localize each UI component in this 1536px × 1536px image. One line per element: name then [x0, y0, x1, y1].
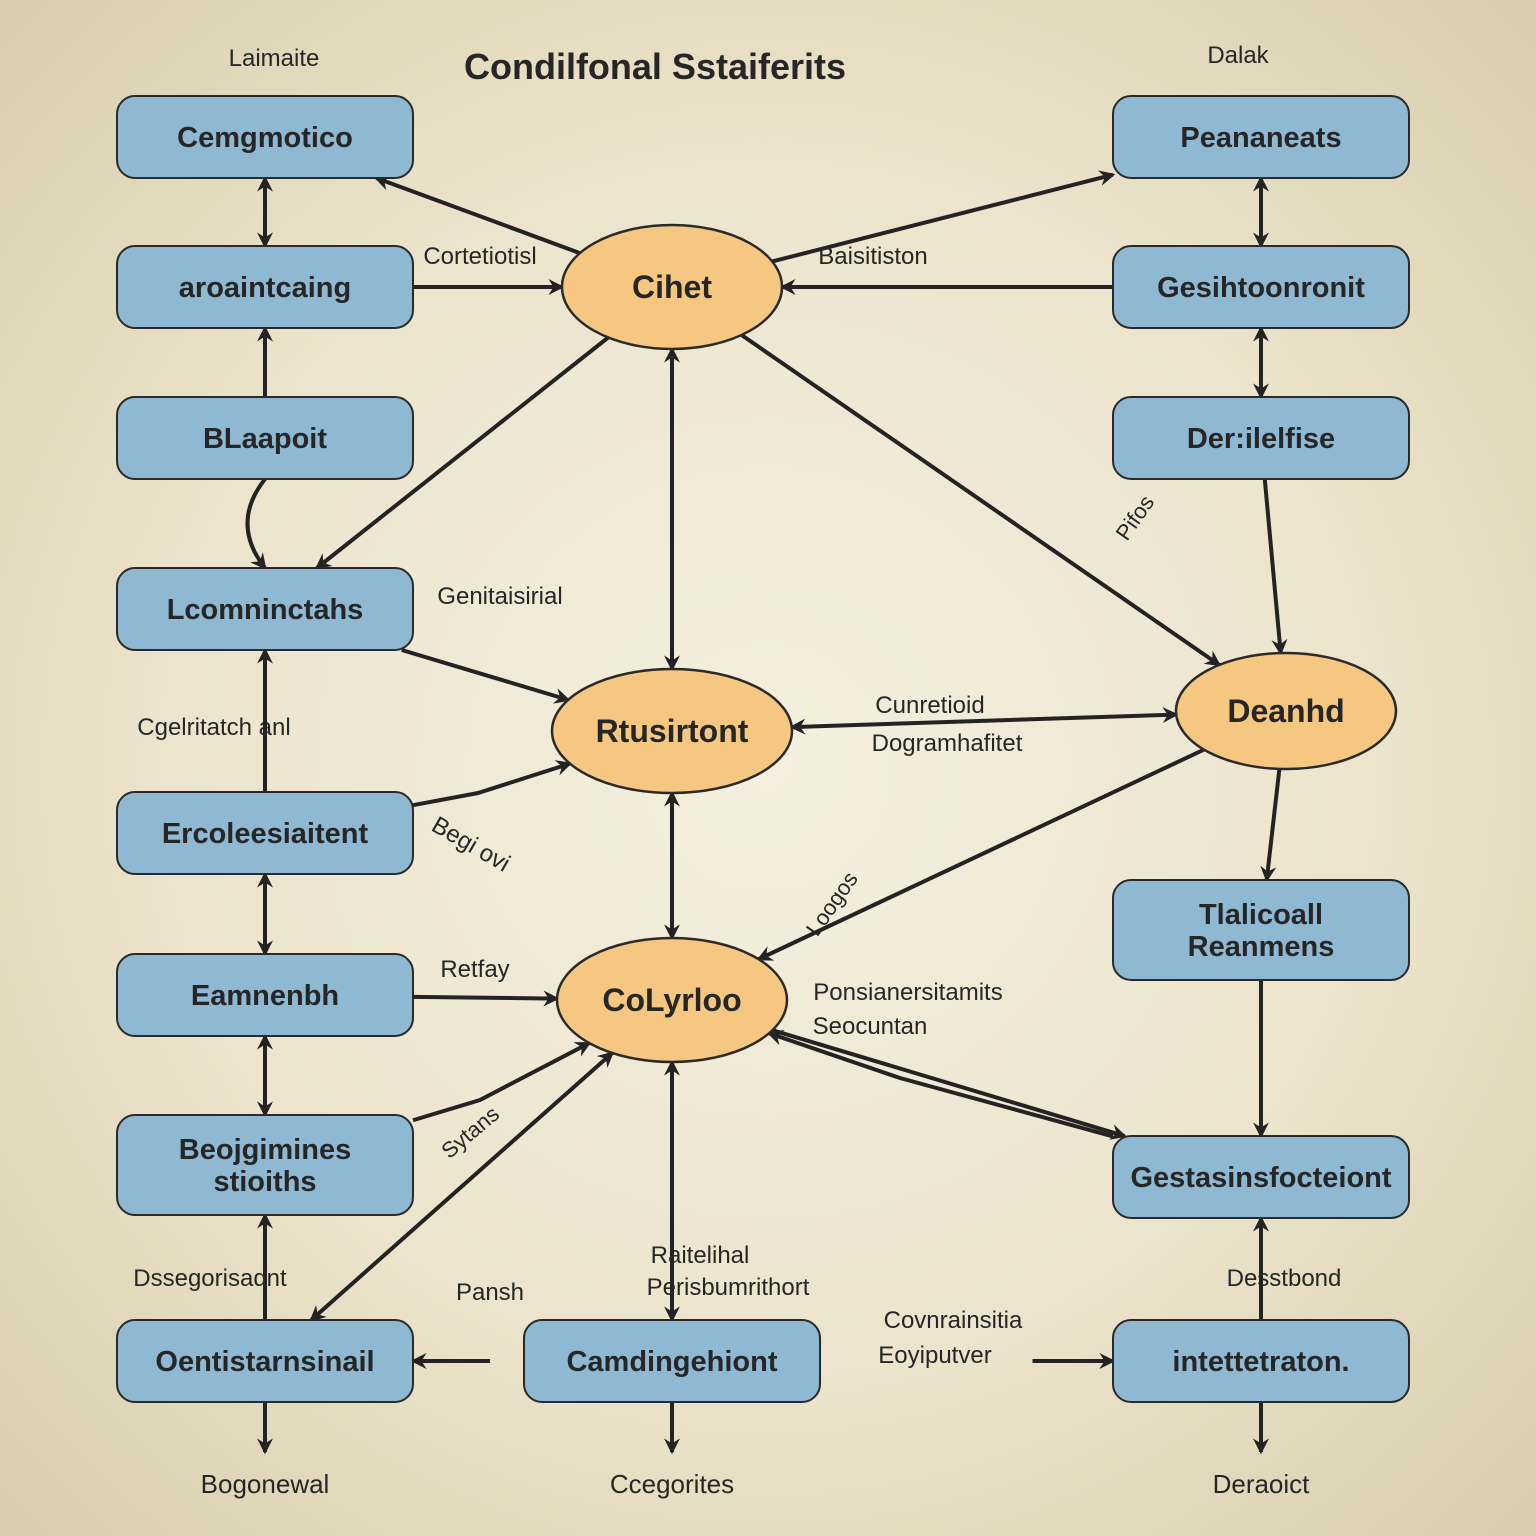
edge-label: Baisitiston: [818, 243, 927, 270]
rect-node-label: Tlalicoall: [1199, 899, 1323, 931]
edge: [1265, 479, 1281, 653]
edge: [1267, 769, 1280, 880]
rect-node: Der:ilelfise: [1113, 397, 1409, 479]
edge: [248, 479, 266, 568]
rect-node: intettetraton.: [1113, 1320, 1409, 1402]
ellipse-node-label: Cihet: [632, 269, 712, 305]
edge-label: Pifos: [1111, 490, 1160, 544]
rect-node: Peananeats: [1113, 96, 1409, 178]
rect-node: Ercoleesiaitent: [117, 792, 413, 874]
rect-node: Oentistarnsinail: [117, 1320, 413, 1402]
ellipse-node: CoLyrloo: [557, 938, 787, 1062]
bottom-label: Bogonewal: [201, 1469, 330, 1499]
rect-node-label: Cemgmotico: [177, 122, 353, 154]
edge: [402, 650, 568, 700]
rect-node-label: Eamnenbh: [191, 980, 339, 1012]
rect-node-label: Beojgimines: [179, 1134, 351, 1166]
rect-node: aroaintcaing: [117, 246, 413, 328]
rect-node: Beojgiminesstioiths: [117, 1115, 413, 1215]
diagram-canvas: Condilfonal Sstaiferits Laimaite Dalak Cemg…: [0, 0, 1536, 1536]
edge-label: Covnrainsitia: [884, 1307, 1023, 1334]
edge: [769, 1033, 1113, 1136]
edge-label: Loogos: [801, 867, 863, 940]
rect-node-label: Gestasinsfocteiont: [1130, 1162, 1391, 1194]
rect-node: Lcomninctahs: [117, 568, 413, 650]
ellipse-node: Rtusirtont: [552, 669, 792, 793]
rect-node: TlalicoallReanmens: [1113, 880, 1409, 980]
edge-label: Dssegorisadnt: [133, 1265, 287, 1292]
ellipse-node: Cihet: [562, 225, 782, 349]
bottom-label: Ccegorites: [610, 1469, 734, 1499]
rect-node-label: Peananeats: [1180, 122, 1341, 154]
edge-label: Ponsianersitamits: [813, 979, 1002, 1006]
edge: [376, 178, 580, 253]
edge-label: Begi ovi: [427, 811, 514, 877]
rect-node-label: BLaapoit: [203, 423, 327, 455]
rect-node: Camdingehiont: [524, 1320, 820, 1402]
edge-label: Dogramhafitet: [872, 730, 1023, 757]
column-header: Laimaite: [229, 45, 320, 72]
edge: [413, 1043, 589, 1120]
rect-node-label: Camdingehiont: [566, 1346, 777, 1378]
rect-node-label: Reanmens: [1188, 931, 1335, 963]
edge-label: Genitaisirial: [437, 583, 562, 610]
ellipse-node-label: Rtusirtont: [596, 713, 749, 749]
rect-node: Eamnenbh: [117, 954, 413, 1036]
bottom-label: Deraoict: [1213, 1469, 1311, 1499]
edge-label: Retfay: [440, 956, 509, 983]
ellipse-node-label: CoLyrloo: [602, 982, 741, 1018]
edge: [772, 1030, 1124, 1136]
rect-node: Cemgmotico: [117, 96, 413, 178]
rect-node-label: Lcomninctahs: [167, 594, 364, 626]
edge-label: Cunretioid: [875, 692, 984, 719]
rect-node-label: stioiths: [213, 1166, 316, 1198]
rect-node-label: intettetraton.: [1172, 1346, 1349, 1378]
rect-node-label: Der:ilelfise: [1187, 423, 1335, 455]
edge-label: Desstbond: [1227, 1265, 1342, 1292]
rect-node: BLaapoit: [117, 397, 413, 479]
ellipse-node: Deanhd: [1176, 653, 1396, 769]
rect-node-label: Oentistarnsinail: [155, 1346, 374, 1378]
edge-label: Cortetiotisl: [423, 243, 536, 270]
rect-node-label: Gesihtoonronit: [1157, 272, 1365, 304]
edge-label: Cgelritatch anl: [137, 714, 290, 741]
edge: [413, 764, 570, 806]
edge-label: Seocuntan: [813, 1013, 928, 1040]
rect-node: Gestasinsfocteiont: [1113, 1136, 1409, 1218]
rect-node: Gesihtoonronit: [1113, 246, 1409, 328]
column-header: Dalak: [1207, 42, 1269, 69]
ellipse-node-label: Deanhd: [1227, 693, 1344, 729]
edge: [413, 997, 557, 999]
edge-label: Perisbumrithort: [647, 1274, 810, 1301]
edge-label: Eoyiputver: [878, 1342, 991, 1369]
edge-label: Raitelihal: [651, 1242, 750, 1269]
rect-node-label: aroaintcaing: [179, 272, 351, 304]
edge-label: Pansh: [456, 1279, 524, 1306]
rect-node-label: Ercoleesiaitent: [162, 818, 369, 850]
diagram-title: Condilfonal Sstaiferits: [464, 46, 846, 87]
